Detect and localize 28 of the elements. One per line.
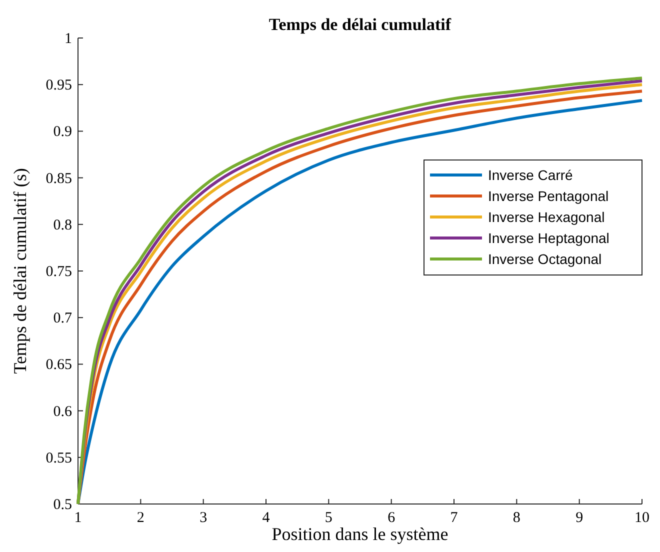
legend-label: Inverse Hexagonal — [488, 209, 605, 225]
chart-title: Temps de délai cumulatif — [268, 15, 452, 34]
y-tick-label: 0.8 — [53, 217, 72, 234]
y-tick-label: 1 — [64, 31, 72, 47]
y-tick-label: 0.6 — [53, 404, 72, 420]
x-tick-label: 5 — [324, 510, 332, 526]
y-tick-label: 0.95 — [46, 78, 72, 94]
legend-label: Inverse Carré — [488, 167, 574, 183]
y-tick-label: 0.75 — [46, 264, 72, 280]
x-tick-label: 8 — [512, 510, 520, 526]
y-tick-label: 0.65 — [46, 357, 72, 374]
y-tick-label: 0.55 — [46, 450, 72, 466]
legend-label: Inverse Heptagonal — [488, 230, 610, 246]
legend-label: Inverse Pentagonal — [488, 188, 609, 204]
x-tick-label: 4 — [262, 510, 270, 526]
y-tick-label: 0.9 — [53, 124, 72, 140]
y-tick-label: 0.5 — [53, 497, 72, 513]
x-tick-label: 9 — [576, 510, 584, 526]
x-tick-label: 10 — [634, 510, 650, 526]
x-axis-title: Position dans le système — [272, 524, 448, 544]
x-tick-label: 3 — [200, 510, 208, 526]
x-tick-label: 7 — [450, 510, 458, 526]
y-tick-label: 0.85 — [46, 170, 72, 187]
x-tick-label: 6 — [388, 510, 396, 526]
y-axis-title: Temps de délai cumulatif (s) — [10, 168, 30, 374]
x-tick-label: 2 — [136, 510, 144, 526]
y-tick-label: 0.7 — [53, 310, 72, 327]
legend-label: Inverse Octagonal — [488, 251, 602, 267]
